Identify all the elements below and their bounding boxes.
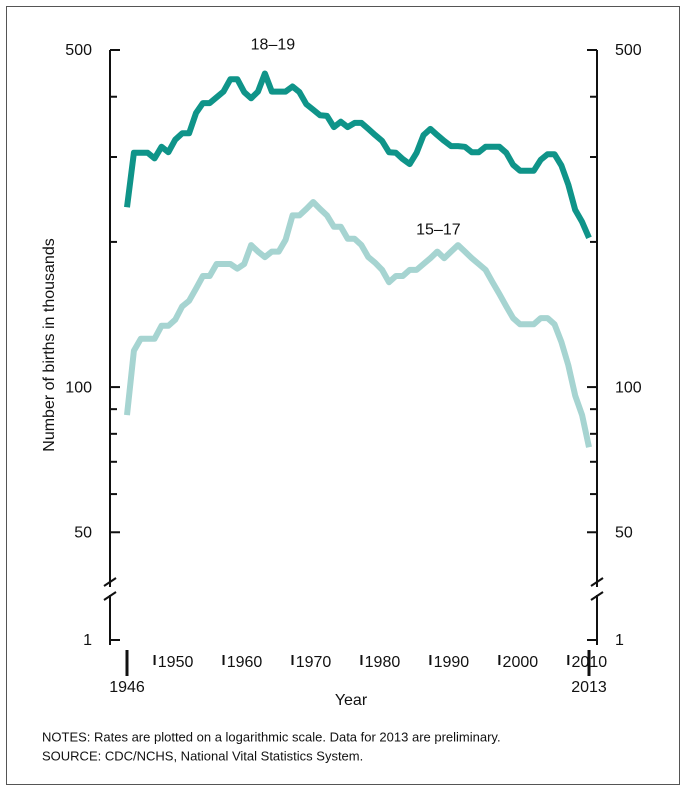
axis-break xyxy=(103,577,117,587)
x-tick-label: 1960 xyxy=(227,654,263,671)
notes: NOTES: Rates are plotted on a logarithmi… xyxy=(42,729,501,744)
series-line xyxy=(124,199,592,448)
x-tick-label: 1950 xyxy=(158,654,194,671)
x-axis-label: Year xyxy=(335,692,368,709)
x-tick-label: 2013 xyxy=(571,679,607,696)
y-tick-label: 1 xyxy=(83,632,92,649)
x-tick-label: 1990 xyxy=(434,654,470,671)
y-tick-label: 1 xyxy=(615,632,624,649)
series-line xyxy=(124,70,592,239)
source: SOURCE: CDC/NCHS, National Vital Statist… xyxy=(42,748,363,763)
x-tick-label: 1970 xyxy=(296,654,332,671)
y-tick-label: 50 xyxy=(74,524,92,541)
y-tick-label: 500 xyxy=(65,42,92,59)
series-label: 15–17 xyxy=(416,221,461,238)
y-tick-label: 100 xyxy=(615,379,642,396)
y-axis-label: Number of births in thousands xyxy=(41,238,58,451)
series-label: 18–19 xyxy=(251,37,296,54)
axis-break xyxy=(590,577,604,587)
y-tick-label: 50 xyxy=(615,524,633,541)
x-tick-label: 1946 xyxy=(109,679,145,696)
frame xyxy=(6,6,680,785)
y-tick-label: 500 xyxy=(615,42,642,59)
y-tick-label: 100 xyxy=(65,379,92,396)
x-tick-label: 2000 xyxy=(503,654,539,671)
x-tick-label: 1980 xyxy=(365,654,401,671)
